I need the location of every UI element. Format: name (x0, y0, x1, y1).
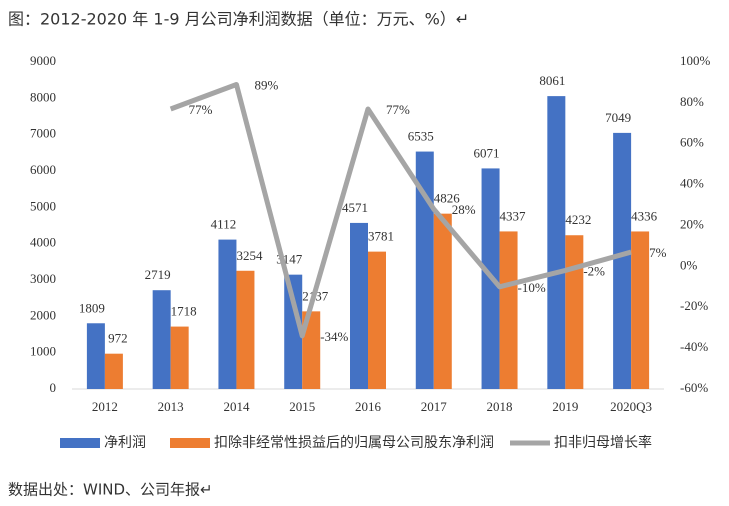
bar (631, 231, 650, 389)
y-tick-label: 5000 (30, 198, 56, 213)
y-tick-label: 2000 (30, 307, 56, 322)
data-label: 8061 (539, 73, 565, 88)
y2-tick-label: 20% (680, 216, 704, 231)
bar (368, 251, 386, 389)
y-tick-label: 7000 (30, 126, 56, 141)
bar (236, 270, 255, 389)
bar (613, 132, 632, 389)
data-label: 28% (452, 202, 476, 217)
x-tick-label: 2020Q3 (610, 399, 652, 414)
bar (433, 213, 452, 389)
x-tick-label: 2017 (421, 399, 448, 414)
data-label: 2719 (145, 267, 171, 282)
x-tick-label: 2013 (158, 399, 184, 414)
data-label: -34% (320, 329, 348, 344)
bar (350, 222, 368, 389)
x-tick-label: 2019 (552, 399, 578, 414)
chart-title: 图：2012-2020 年 1-9 月公司净利润数据（单位：万元、%）↵ (8, 10, 469, 29)
bar (565, 235, 584, 389)
data-label: 1809 (79, 300, 105, 315)
data-label: 972 (108, 331, 128, 346)
data-label: 4112 (211, 217, 237, 232)
data-label: 77% (386, 102, 410, 117)
y-tick-label: 3000 (30, 271, 56, 286)
y2-tick-label: 60% (680, 135, 704, 150)
data-label: 4826 (434, 191, 461, 206)
bar (170, 326, 189, 389)
data-label: 3781 (368, 229, 394, 244)
y2-tick-label: 40% (680, 176, 704, 191)
y2-tick-label: 0% (680, 257, 698, 272)
data-label: 4232 (565, 212, 591, 227)
y2-tick-label: -40% (680, 339, 708, 354)
legend-swatch (170, 438, 210, 448)
bar (302, 311, 321, 389)
data-label: 4336 (631, 208, 658, 223)
y-tick-label: 6000 (30, 162, 56, 177)
data-label: 7% (649, 245, 667, 260)
data-label: 6071 (474, 145, 500, 160)
legend-label: 扣除非经常性损益后的归属母公司股东净利润 (214, 434, 494, 451)
bar (218, 239, 237, 389)
data-label: 6535 (408, 129, 434, 144)
bar (104, 353, 123, 389)
y-tick-label: 8000 (30, 89, 56, 104)
y-tick-label: 0 (50, 380, 57, 395)
bar (499, 231, 518, 389)
y2-tick-label: -20% (680, 298, 708, 313)
y2-tick-label: 80% (680, 94, 704, 109)
legend-label: 净利润 (104, 435, 146, 451)
x-tick-label: 2015 (289, 399, 315, 414)
y-tick-label: 9000 (30, 53, 56, 68)
legend-swatch (60, 438, 100, 448)
data-label: 4571 (342, 200, 368, 215)
bar (284, 274, 303, 389)
y-tick-label: 4000 (30, 235, 56, 250)
source-note: 数据出处：WIND、公司年报↵ (8, 481, 213, 499)
legend-label: 扣非归母增长率 (554, 434, 652, 451)
y-tick-label: 1000 (30, 344, 56, 359)
data-label: 1718 (171, 304, 197, 319)
x-tick-label: 2018 (487, 399, 513, 414)
bar (547, 96, 566, 389)
data-label: 77% (189, 102, 213, 117)
y2-tick-label: 100% (680, 53, 711, 68)
data-label: 7049 (605, 110, 631, 125)
data-label: 89% (254, 77, 278, 92)
data-label: -2% (583, 263, 605, 278)
bar (86, 323, 105, 389)
line (169, 81, 632, 339)
data-label: -10% (518, 280, 546, 295)
y2-tick-label: -60% (680, 380, 708, 395)
data-label: 4337 (500, 208, 527, 223)
x-tick-label: 2012 (92, 399, 118, 414)
data-label: 3254 (236, 248, 263, 263)
x-tick-label: 2014 (223, 399, 250, 414)
bar (152, 290, 171, 389)
bar (415, 151, 434, 389)
x-tick-label: 2016 (355, 399, 382, 414)
